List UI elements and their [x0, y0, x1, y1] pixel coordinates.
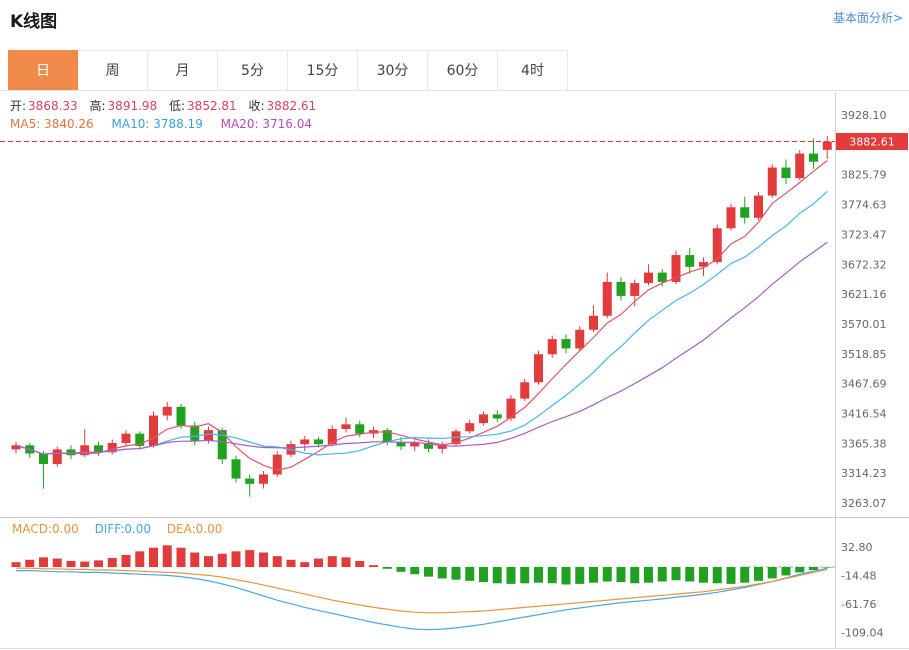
ma20-value: MA20: 3716.04 [220, 117, 312, 131]
tab-60min[interactable]: 60分 [428, 50, 498, 90]
svg-text:3263.07: 3263.07 [841, 497, 887, 510]
candles [11, 136, 832, 497]
svg-text:3365.38: 3365.38 [841, 437, 887, 450]
tab-week[interactable]: 周 [78, 50, 148, 90]
svg-text:-61.76: -61.76 [841, 598, 876, 611]
price-axis-labels: 3928.103876.943825.793774.633723.473672.… [841, 109, 887, 510]
svg-text:3570.01: 3570.01 [841, 318, 887, 331]
svg-text:3928.10: 3928.10 [841, 109, 887, 122]
tab-15min[interactable]: 15分 [288, 50, 358, 90]
tab-5min[interactable]: 5分 [218, 50, 288, 90]
svg-text:32.80: 32.80 [841, 541, 873, 554]
macd-axis-labels: 32.80 -14.48 -61.76 -109.04 [841, 541, 883, 640]
ohlc-info: 开: 3868.33 高: 3891.98 低: 3852.81 收: 3882.61 [10, 97, 316, 114]
svg-text:3774.63: 3774.63 [841, 199, 887, 212]
dea-value: DEA:0.00 [166, 522, 223, 536]
svg-text:3518.85: 3518.85 [841, 348, 887, 361]
macd-bars [11, 545, 832, 585]
close-label: 收: [248, 99, 265, 113]
tab-30min[interactable]: 30分 [358, 50, 428, 90]
svg-text:-109.04: -109.04 [841, 627, 883, 640]
tab-day[interactable]: 日 [8, 50, 78, 90]
svg-text:3723.47: 3723.47 [841, 228, 887, 241]
current-price-badge: 3882.61 [836, 133, 908, 151]
svg-text:3672.32: 3672.32 [841, 258, 887, 271]
ma-lines [15, 160, 828, 471]
svg-text:3882.61: 3882.61 [849, 136, 895, 149]
svg-text:-14.48: -14.48 [841, 570, 876, 583]
diff-value: DIFF:0.00 [94, 522, 151, 536]
low-label: 低: [169, 99, 186, 113]
svg-text:3314.23: 3314.23 [841, 467, 887, 480]
fundamental-analysis-link[interactable]: 基本面分析> [832, 11, 903, 25]
open-label: 开: [10, 99, 27, 113]
macd-info: MACD:0.00 DIFF:0.00 DEA:0.00 [12, 522, 222, 536]
tab-4hour[interactable]: 4时 [498, 50, 568, 90]
svg-text:3416.54: 3416.54 [841, 408, 887, 421]
open-value: 3868.33 [28, 99, 78, 113]
macd-lines [16, 567, 828, 631]
ma-info: MA5: 3840.26 MA10: 3788.19 MA20: 3716.04 [10, 117, 312, 131]
chart-frame [0, 93, 909, 649]
period-tabbar: 日 周 月 5分 15分 30分 60分 4时 [0, 50, 909, 91]
high-label: 高: [89, 99, 106, 113]
svg-text:3825.79: 3825.79 [841, 169, 887, 182]
svg-text:3467.69: 3467.69 [841, 378, 887, 391]
close-value: 3882.61 [266, 99, 317, 113]
macd-value: MACD:0.00 [12, 522, 79, 536]
tab-month[interactable]: 月 [148, 50, 218, 90]
ma5-value: MA5: 3840.26 [10, 117, 94, 131]
ma10-value: MA10: 3788.19 [111, 117, 203, 131]
page-title: K线图 [10, 12, 58, 32]
high-value: 3891.98 [107, 99, 158, 113]
svg-text:3621.16: 3621.16 [841, 288, 887, 301]
low-value: 3852.81 [187, 99, 237, 113]
